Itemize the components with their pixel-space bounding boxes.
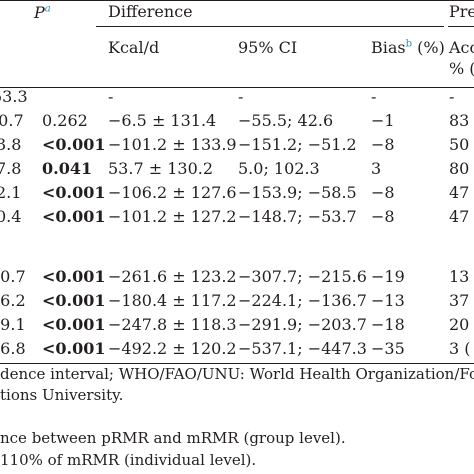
row-3-acc: 80 bbox=[449, 159, 470, 178]
row-7-acc: 37 bbox=[449, 291, 470, 310]
row-9-first: 36.8 bbox=[0, 339, 26, 358]
row-5-ci: −148.7; −53.7 bbox=[238, 207, 357, 226]
row-3-first: 7.8 bbox=[0, 159, 22, 178]
row-4-kcal: −106.2 ± 127.6 bbox=[108, 183, 237, 202]
row-4-first: 2.1 bbox=[0, 183, 22, 202]
row-0-kcal: - bbox=[108, 87, 114, 106]
row-5-bias: −8 bbox=[371, 207, 395, 226]
table-bottom-rule bbox=[0, 363, 474, 364]
row-6-kcal: −261.6 ± 123.2 bbox=[108, 267, 237, 286]
row-0-acc: - bbox=[449, 87, 455, 106]
footnote-line-4: 110% of mRMR (individual level). bbox=[0, 451, 257, 469]
row-3-kcal: 53.7 ± 130.2 bbox=[108, 159, 214, 178]
row-2-bias: −8 bbox=[371, 135, 395, 154]
row-9-kcal: −492.2 ± 120.2 bbox=[108, 339, 237, 358]
row-9-bias: −35 bbox=[371, 339, 405, 358]
row-7-ci: −224.1; −136.7 bbox=[238, 291, 367, 310]
bias-header: Biasb (%) bbox=[371, 38, 445, 57]
prediction-header: Pre bbox=[449, 2, 474, 21]
row-8-p: <0.001 bbox=[42, 315, 106, 334]
kcal-header: Kcal/d bbox=[108, 38, 160, 57]
row-6-first: 20.7 bbox=[0, 267, 26, 286]
row-7-p: <0.001 bbox=[42, 291, 106, 310]
row-5-p: <0.001 bbox=[42, 207, 106, 226]
row-5-kcal: −101.2 ± 127.2 bbox=[108, 207, 237, 226]
row-1-ci: −55.5; 42.6 bbox=[238, 111, 334, 130]
row-1-kcal: −6.5 ± 131.4 bbox=[108, 111, 217, 130]
row-9-acc: 3 ( bbox=[449, 339, 471, 358]
pre-underline bbox=[448, 26, 474, 27]
row-8-acc: 20 bbox=[449, 315, 470, 334]
footnote-line-2: tions University. bbox=[0, 386, 124, 404]
row-4-acc: 47 bbox=[449, 183, 470, 202]
row-7-bias: −13 bbox=[371, 291, 405, 310]
ci-header: 95% CI bbox=[238, 38, 298, 57]
row-7-first: 46.2 bbox=[0, 291, 26, 310]
row-3-p: 0.041 bbox=[42, 159, 93, 178]
p-value-header: Pa bbox=[34, 3, 51, 22]
row-8-bias: −18 bbox=[371, 315, 405, 334]
row-7-kcal: −180.4 ± 117.2 bbox=[108, 291, 237, 310]
row-1-p: 0.262 bbox=[42, 111, 88, 130]
row-0-ci: - bbox=[238, 87, 244, 106]
header-bottom-rule bbox=[0, 87, 474, 88]
row-5-first: 0.4 bbox=[0, 207, 22, 226]
row-1-acc: 83 bbox=[449, 111, 470, 130]
row-4-ci: −153.9; −58.5 bbox=[238, 183, 357, 202]
row-4-bias: −8 bbox=[371, 183, 395, 202]
row-9-ci: −537.1; −447.3 bbox=[238, 339, 367, 358]
row-6-p: <0.001 bbox=[42, 267, 106, 286]
accuracy-subheader: % ( bbox=[449, 59, 474, 78]
row-2-acc: 50 bbox=[449, 135, 470, 154]
top-rule-left bbox=[0, 0, 474, 1]
row-4-p: <0.001 bbox=[42, 183, 106, 202]
row-6-bias: −19 bbox=[371, 267, 405, 286]
difference-underline bbox=[96, 26, 444, 27]
row-3-bias: 3 bbox=[371, 159, 382, 178]
row-8-ci: −291.9; −203.7 bbox=[238, 315, 367, 334]
row-0-bias: - bbox=[371, 87, 377, 106]
row-2-kcal: −101.2 ± 133.9 bbox=[108, 135, 237, 154]
row-1-first: 00.7 bbox=[0, 111, 24, 130]
row-8-first: 19.1 bbox=[0, 315, 26, 334]
row-9-p: <0.001 bbox=[42, 339, 106, 358]
row-5-acc: 47 bbox=[449, 207, 470, 226]
accuracy-header: Acc bbox=[449, 38, 474, 57]
row-6-acc: 13 bbox=[449, 267, 470, 286]
row-3-ci: 5.0; 102.3 bbox=[238, 159, 320, 178]
footnote-line-3: nce between pRMR and mRMR (group level). bbox=[0, 429, 346, 447]
row-2-p: <0.001 bbox=[42, 135, 106, 154]
row-8-kcal: −247.8 ± 118.3 bbox=[108, 315, 237, 334]
row-6-ci: −307.7; −215.6 bbox=[238, 267, 367, 286]
row-2-first: 3.8 bbox=[0, 135, 22, 154]
row-0-first: 53.3 bbox=[0, 87, 28, 106]
row-2-ci: −151.2; −51.2 bbox=[238, 135, 357, 154]
row-1-bias: −1 bbox=[371, 111, 395, 130]
footnote-line-1: dence interval; WHO/FAO/UNU: World Healt… bbox=[0, 365, 474, 383]
difference-header: Difference bbox=[108, 2, 193, 21]
